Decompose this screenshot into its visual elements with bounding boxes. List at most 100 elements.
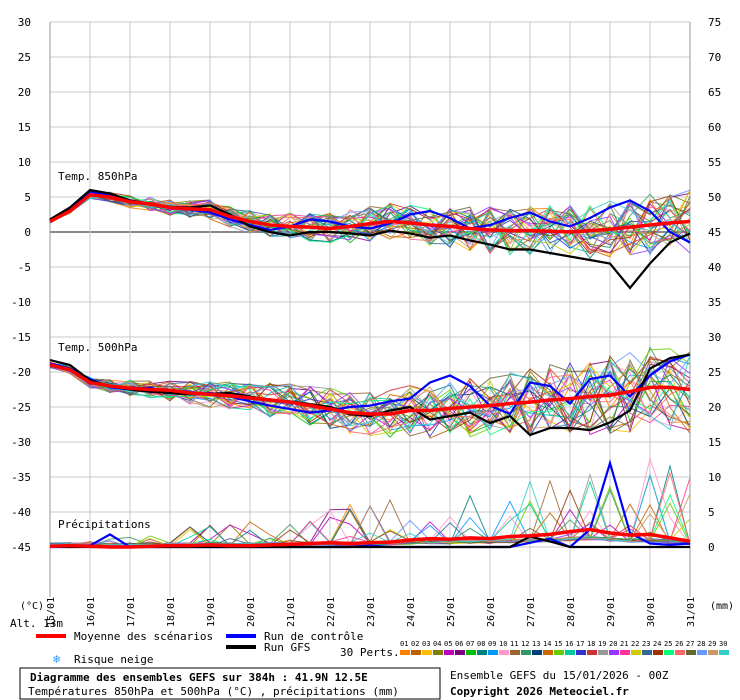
perturbation-legend-swatch bbox=[719, 650, 729, 655]
left-unit-label: (°C) bbox=[20, 601, 44, 612]
perturbation-line bbox=[49, 194, 691, 256]
right-unit-label: (mm) bbox=[710, 601, 734, 612]
x-tick-label: 25/01 bbox=[446, 597, 457, 627]
right-tick-label: 35 bbox=[708, 296, 721, 309]
left-tick-label: -5 bbox=[18, 261, 31, 274]
perturbation-legend-swatch bbox=[554, 650, 564, 655]
perturbation-legend-swatch bbox=[697, 650, 707, 655]
perturbation-legend-swatch bbox=[708, 650, 718, 655]
left-tick-label: 15 bbox=[18, 121, 31, 134]
perturbation-line bbox=[49, 360, 691, 434]
legend-perts-label: 30 Perts. bbox=[340, 646, 400, 659]
perturbation-legend-swatch bbox=[653, 650, 663, 655]
perturbation-legend-swatch bbox=[565, 650, 575, 655]
perturbation-legend-number: 30 bbox=[719, 640, 727, 648]
x-axis: 15/01 16/01 17/01 18/01 19/01 20/01 21/01 22/01… bbox=[46, 597, 697, 627]
left-tick-label: -30 bbox=[11, 436, 31, 449]
perturbation-line bbox=[49, 192, 691, 255]
perturbation-legend-swatch bbox=[543, 650, 553, 655]
perturbation-legend-number: 02 bbox=[411, 640, 419, 648]
left-axis: 30 25 20 15 10 5 0 -5 -10 -15 -20 -25 -30 -35 -40 -45 bbox=[11, 16, 31, 554]
perturbation-legend-number: 10 bbox=[499, 640, 507, 648]
left-tick-label: 5 bbox=[24, 191, 31, 204]
footer-subtitle: Températures 850hPa et 500hPa (°C) , pré… bbox=[28, 685, 399, 698]
right-tick-label: 30 bbox=[708, 331, 721, 344]
right-tick-label: 75 bbox=[708, 16, 721, 29]
copyright: Copyright 2026 Meteociel.fr bbox=[450, 685, 629, 698]
perturbation-legend-number: 09 bbox=[488, 640, 496, 648]
legend-mean-label: Moyenne des scénarios bbox=[74, 630, 213, 643]
perturbation-legend-number: 24 bbox=[653, 640, 661, 648]
x-tick-label: 16/01 bbox=[86, 597, 97, 627]
perturbation-line bbox=[49, 189, 691, 257]
right-tick-label: 5 bbox=[708, 506, 715, 519]
perturbation-legend-number: 16 bbox=[565, 640, 573, 648]
x-tick-label: 26/01 bbox=[486, 597, 497, 627]
perturbation-legend-swatch bbox=[532, 650, 542, 655]
perturbation-legend-swatch bbox=[433, 650, 443, 655]
right-tick-label: 65 bbox=[708, 86, 721, 99]
perturbation-legend-number: 04 bbox=[433, 640, 441, 648]
left-tick-label: -35 bbox=[11, 471, 31, 484]
left-tick-label: 10 bbox=[18, 156, 31, 169]
footer-title-box bbox=[19, 667, 441, 700]
perturbation-legend-number: 03 bbox=[422, 640, 430, 648]
main-series-lines bbox=[49, 188, 691, 549]
x-tick-label: 30/01 bbox=[646, 597, 657, 627]
perturbation-legend-swatch bbox=[510, 650, 520, 655]
x-tick-label: 19/01 bbox=[206, 597, 217, 627]
altitude-label: Alt. 13m bbox=[10, 617, 63, 630]
perturbation-legend-number: 22 bbox=[631, 640, 639, 648]
perturbation-legend-swatch bbox=[477, 650, 487, 655]
perturbation-legend-number: 13 bbox=[532, 640, 540, 648]
perturbation-legend-number: 17 bbox=[576, 640, 584, 648]
perturbation-legend-swatch bbox=[609, 650, 619, 655]
perturbation-legend-number: 14 bbox=[543, 640, 551, 648]
perturbation-legend-number: 19 bbox=[598, 640, 606, 648]
perturbation-line bbox=[49, 360, 691, 424]
perturbation-legend-swatch bbox=[642, 650, 652, 655]
run-info: Ensemble GEFS du 15/01/2026 - 00Z bbox=[450, 669, 669, 682]
perturbation-legend-swatch bbox=[400, 650, 410, 655]
perturbation-legend-number: 29 bbox=[708, 640, 716, 648]
series-line-mean-t850 bbox=[49, 193, 691, 234]
perturbation-legend: 01 02 03 04 05 06 07 08 09 10 11 12 13 14 15 16 17 18 19 20… bbox=[400, 640, 729, 655]
perturbation-legend-swatch bbox=[598, 650, 608, 655]
x-tick-label: 27/01 bbox=[526, 597, 537, 627]
perturbation-legend-swatch bbox=[576, 650, 586, 655]
left-tick-label: 30 bbox=[18, 16, 31, 29]
perturbation-legend-number: 25 bbox=[664, 640, 672, 648]
x-tick-label: 21/01 bbox=[286, 597, 297, 627]
left-tick-label: -40 bbox=[11, 506, 31, 519]
perturbation-legend-swatch bbox=[587, 650, 597, 655]
left-tick-label: -45 bbox=[11, 541, 31, 554]
perturbation-legend-swatch bbox=[422, 650, 432, 655]
perturbation-legend-number: 20 bbox=[609, 640, 617, 648]
left-tick-label: -10 bbox=[11, 296, 31, 309]
right-tick-label: 0 bbox=[708, 541, 715, 554]
right-tick-label: 55 bbox=[708, 156, 721, 169]
perturbation-line bbox=[49, 365, 691, 435]
footer-title: Diagramme des ensembles GEFS sur 384h : … bbox=[30, 671, 368, 684]
perturbation-legend-swatch bbox=[521, 650, 531, 655]
perturbation-legend-number: 27 bbox=[686, 640, 694, 648]
perturbation-legend-number: 11 bbox=[510, 640, 518, 648]
left-tick-label: 20 bbox=[18, 86, 31, 99]
perturbation-legend-swatch bbox=[664, 650, 674, 655]
x-tick-label: 29/01 bbox=[606, 597, 617, 627]
right-tick-label: 20 bbox=[708, 401, 721, 414]
perturbation-legend-number: 07 bbox=[466, 640, 474, 648]
right-tick-label: 25 bbox=[708, 366, 721, 379]
right-tick-label: 45 bbox=[708, 226, 721, 239]
panel-label-t850: Temp. 850hPa bbox=[58, 170, 137, 183]
legend-snow-label: Risque neige bbox=[74, 653, 153, 666]
panel-label-precip: Précipitations bbox=[58, 518, 151, 531]
perturbation-legend-number: 21 bbox=[620, 640, 628, 648]
right-tick-label: 60 bbox=[708, 121, 721, 134]
perturbation-legend-swatch bbox=[620, 650, 630, 655]
perturbation-legend-swatch bbox=[444, 650, 454, 655]
x-tick-label: 28/01 bbox=[566, 597, 577, 627]
left-tick-label: -15 bbox=[11, 331, 31, 344]
